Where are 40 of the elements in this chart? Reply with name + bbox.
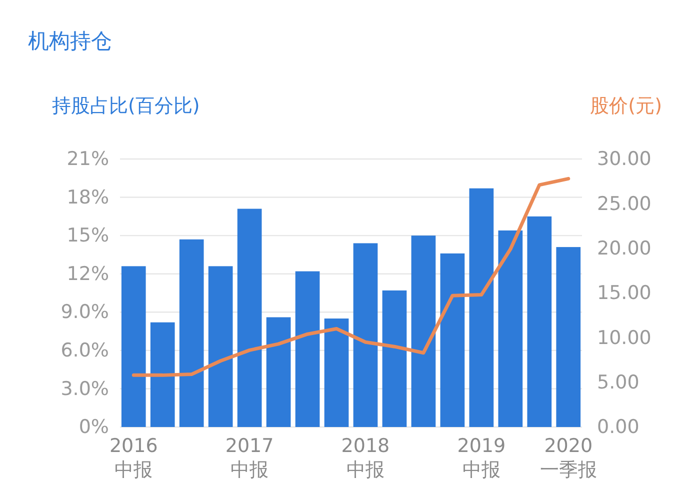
y2-tick-label: 30.00 [597,148,652,170]
line-series [132,176,570,377]
x-tick-label: 2018 中报 [341,435,390,481]
x-tick-label: 2019 中报 [457,435,506,481]
y2-axis-title: 股价(元) [590,95,662,117]
bar [527,216,552,427]
bar [208,266,233,427]
y-axis-title: 持股占比(百分比) [52,95,200,117]
bar [324,318,349,427]
x-tick-label: 2017 中报 [225,435,274,481]
bar [237,208,262,427]
bar [469,188,494,427]
y2-tick-label: 20.00 [597,237,652,260]
y2-tick-label: 0.00 [597,416,640,438]
bar [382,290,407,427]
y-tick-label: 6.0% [60,340,109,362]
bar [498,230,523,427]
bar [295,271,320,427]
bar [266,317,291,427]
bar [411,236,436,427]
y2-tick-label: 25.00 [597,192,652,215]
bar [440,253,465,427]
y-tick-label: 12% [66,262,109,285]
y-tick-label: 9.0% [60,301,109,324]
y-tick-label: 15% [66,224,109,247]
bar [556,247,581,427]
x-tick-label: 2020 一季报 [540,435,597,481]
y-tick-label: 21% [66,148,109,170]
y-tick-label: 18% [66,186,109,208]
y2-tick-label: 5.00 [597,371,640,394]
chart-title: 机构持仓 [28,29,112,53]
bar [121,266,146,427]
bar [353,243,378,427]
y-tick-label: 0% [78,416,109,438]
y2-tick-label: 15.00 [597,282,652,304]
y-tick-label: 3.0% [60,378,109,400]
bar [150,322,175,427]
y2-tick-label: 10.00 [597,326,652,349]
x-tick-label: 2016 中报 [109,435,158,481]
bar [179,239,204,427]
